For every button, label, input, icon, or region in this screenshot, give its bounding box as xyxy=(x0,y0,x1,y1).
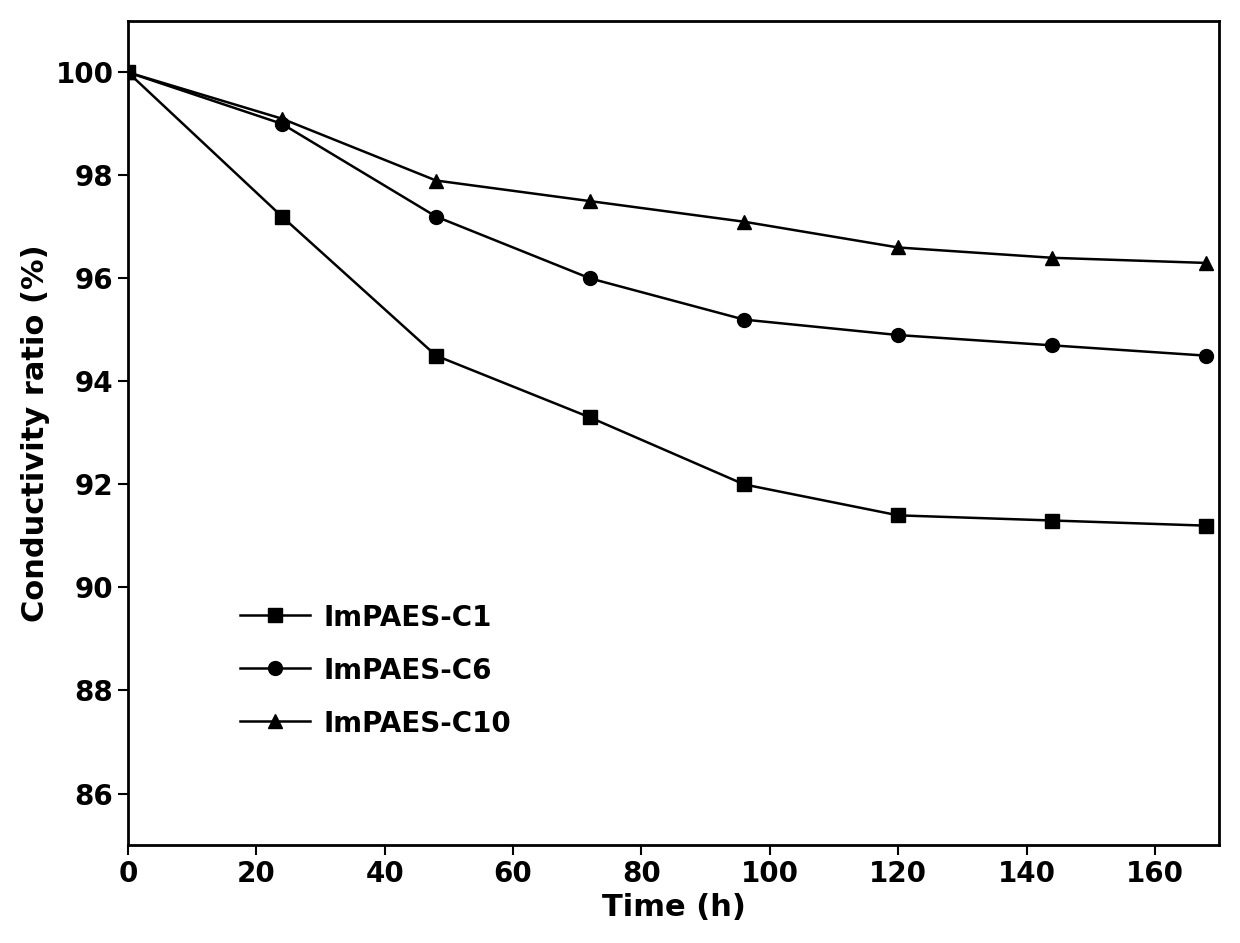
ImPAES-C6 xyxy=(429,211,444,223)
Line: ImPAES-C6: ImPAES-C6 xyxy=(122,65,1213,363)
ImPAES-C10 xyxy=(120,67,135,78)
ImPAES-C10 xyxy=(737,216,751,227)
Line: ImPAES-C10: ImPAES-C10 xyxy=(122,65,1213,270)
Legend: ImPAES-C1, ImPAES-C6, ImPAES-C10: ImPAES-C1, ImPAES-C6, ImPAES-C10 xyxy=(229,592,522,749)
ImPAES-C6 xyxy=(583,273,598,284)
X-axis label: Time (h): Time (h) xyxy=(601,893,745,922)
ImPAES-C10 xyxy=(1045,252,1060,263)
ImPAES-C6 xyxy=(1199,350,1214,361)
ImPAES-C6 xyxy=(120,67,135,78)
Y-axis label: Conductivity ratio (%): Conductivity ratio (%) xyxy=(21,244,50,621)
ImPAES-C1 xyxy=(737,479,751,490)
ImPAES-C1 xyxy=(1199,520,1214,531)
ImPAES-C10 xyxy=(429,174,444,186)
ImPAES-C10 xyxy=(890,241,905,253)
ImPAES-C6 xyxy=(274,118,289,129)
ImPAES-C1 xyxy=(890,510,905,521)
Line: ImPAES-C1: ImPAES-C1 xyxy=(122,65,1213,533)
ImPAES-C10 xyxy=(583,195,598,207)
ImPAES-C1 xyxy=(274,211,289,223)
ImPAES-C10 xyxy=(274,113,289,124)
ImPAES-C1 xyxy=(1045,515,1060,526)
ImPAES-C6 xyxy=(737,314,751,325)
ImPAES-C10 xyxy=(1199,257,1214,269)
ImPAES-C1 xyxy=(429,350,444,361)
ImPAES-C6 xyxy=(1045,339,1060,351)
ImPAES-C1 xyxy=(583,412,598,423)
ImPAES-C1 xyxy=(120,67,135,78)
ImPAES-C6 xyxy=(890,329,905,340)
